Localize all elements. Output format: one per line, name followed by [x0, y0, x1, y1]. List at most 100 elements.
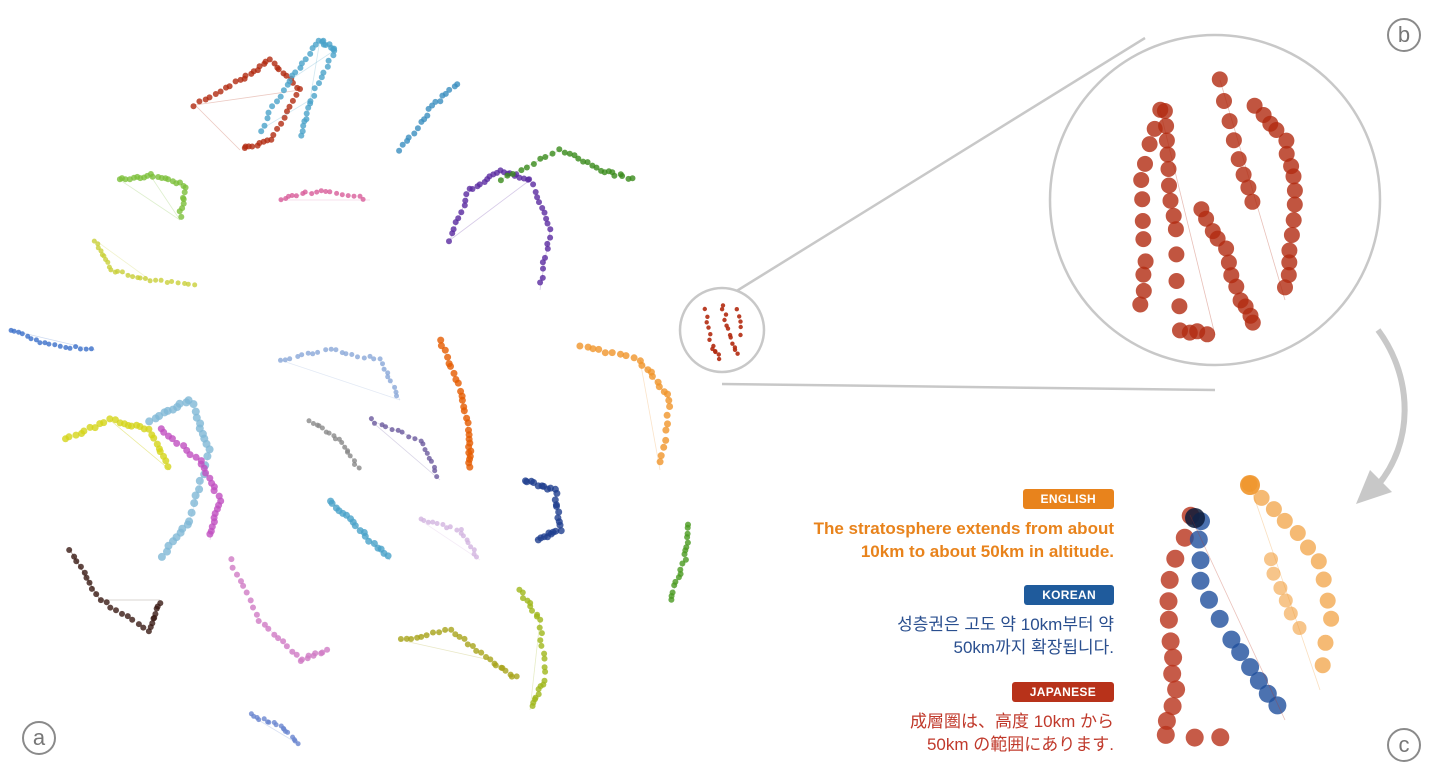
- embedding-point: [95, 241, 101, 247]
- embedding-point: [538, 630, 545, 637]
- japanese-point: [1159, 592, 1178, 611]
- embedding-point: [349, 352, 355, 357]
- embedding-point: [256, 63, 263, 70]
- embedding-point: [254, 142, 261, 149]
- embedding-point: [77, 563, 84, 570]
- embedding-point: [469, 643, 476, 649]
- legend-korean: KOREAN 성층권은 고도 약 10km부터 약 50km까지 확장됩니다.: [897, 585, 1114, 659]
- embedding-point: [544, 245, 551, 252]
- embedding-point: [182, 184, 189, 191]
- embedding-point: [543, 215, 550, 222]
- embedding-point: [663, 411, 671, 419]
- japanese-point: [1211, 728, 1230, 747]
- embedding-point: [83, 574, 90, 581]
- embedding-point: [461, 202, 468, 209]
- embedding-point: [428, 458, 434, 464]
- magnified-point: [1134, 191, 1151, 208]
- embedding-point: [158, 277, 164, 283]
- embedding-point: [286, 78, 293, 85]
- magnified-point: [1165, 207, 1182, 224]
- edge-line: [539, 229, 551, 291]
- embedding-point: [530, 181, 537, 188]
- zoom-point: [722, 317, 727, 323]
- embedding-point: [122, 176, 129, 183]
- english-point: [1264, 552, 1278, 567]
- magnified-point: [1268, 122, 1285, 138]
- embedding-point: [103, 599, 110, 606]
- japanese-sentence-line2: 50km の範囲にあります.: [926, 735, 1114, 754]
- magnified-point: [1277, 279, 1293, 296]
- embedding-point: [529, 607, 535, 614]
- embedding-point: [352, 462, 357, 467]
- embedding-point: [234, 571, 240, 578]
- zoom-point: [706, 325, 711, 330]
- embedding-point: [648, 372, 656, 380]
- embedding-point: [183, 520, 192, 529]
- embedding-point: [88, 346, 94, 352]
- panel-label-a: a: [22, 721, 56, 755]
- embedding-point: [355, 354, 360, 360]
- embedding-point: [261, 621, 268, 628]
- panel-label-b: b: [1387, 18, 1421, 52]
- embedding-point: [519, 589, 526, 596]
- embedding-point: [508, 673, 515, 680]
- edge-line: [259, 619, 301, 661]
- zoom-point: [716, 352, 721, 357]
- embedding-point: [595, 345, 603, 353]
- embedding-point: [408, 636, 415, 642]
- embedding-point: [180, 196, 187, 203]
- embedding-point: [509, 171, 516, 177]
- embedding-point: [474, 554, 479, 560]
- edge-line: [449, 189, 471, 241]
- embedding-point: [547, 234, 554, 241]
- embedding-scatter-overview: [8, 37, 691, 747]
- embedding-point: [142, 276, 148, 281]
- magnified-point: [1135, 231, 1152, 248]
- english-point: [1265, 501, 1282, 518]
- embedding-point: [630, 354, 638, 362]
- korean-point: [1200, 590, 1218, 609]
- embedding-point: [622, 352, 630, 360]
- embedding-point: [289, 97, 296, 104]
- embedding-point: [469, 186, 476, 192]
- embedding-point: [80, 427, 88, 435]
- embedding-point: [393, 389, 399, 395]
- edge-line: [339, 439, 361, 471]
- embedding-point: [195, 476, 204, 485]
- embedding-point: [108, 267, 114, 273]
- embedding-point: [168, 435, 176, 443]
- embedding-point: [476, 181, 483, 188]
- embedding-point: [97, 597, 104, 604]
- embedding-point: [176, 208, 183, 215]
- magnified-point: [1211, 71, 1228, 88]
- english-point: [1273, 581, 1288, 595]
- embedding-point: [285, 729, 291, 735]
- embedding-point: [261, 716, 267, 722]
- embedding-point: [149, 173, 156, 180]
- edge-line: [329, 499, 361, 531]
- embedding-point: [421, 518, 427, 523]
- embedding-point: [513, 673, 520, 680]
- embedding-point: [593, 164, 600, 171]
- embedding-point: [191, 491, 200, 500]
- embedding-point: [440, 522, 446, 527]
- embedding-point: [638, 361, 646, 369]
- english-point: [1300, 539, 1316, 556]
- embedding-point: [280, 87, 287, 94]
- embedding-point: [684, 530, 691, 537]
- embedding-point: [535, 686, 542, 693]
- embedding-point: [361, 355, 367, 361]
- edge-line: [1159, 109, 1216, 336]
- embedding-point: [187, 508, 196, 517]
- embedding-point: [339, 192, 345, 198]
- english-point: [1240, 475, 1260, 495]
- japanese-badge: JAPANESE: [1011, 682, 1114, 702]
- embedding-point: [283, 643, 290, 650]
- embedding-point: [537, 279, 544, 286]
- embedding-point: [145, 417, 154, 426]
- english-point: [1289, 525, 1306, 541]
- magnified-point: [1235, 166, 1252, 183]
- edge-line: [289, 49, 336, 81]
- embedding-point: [178, 213, 185, 220]
- english-point: [1283, 606, 1298, 621]
